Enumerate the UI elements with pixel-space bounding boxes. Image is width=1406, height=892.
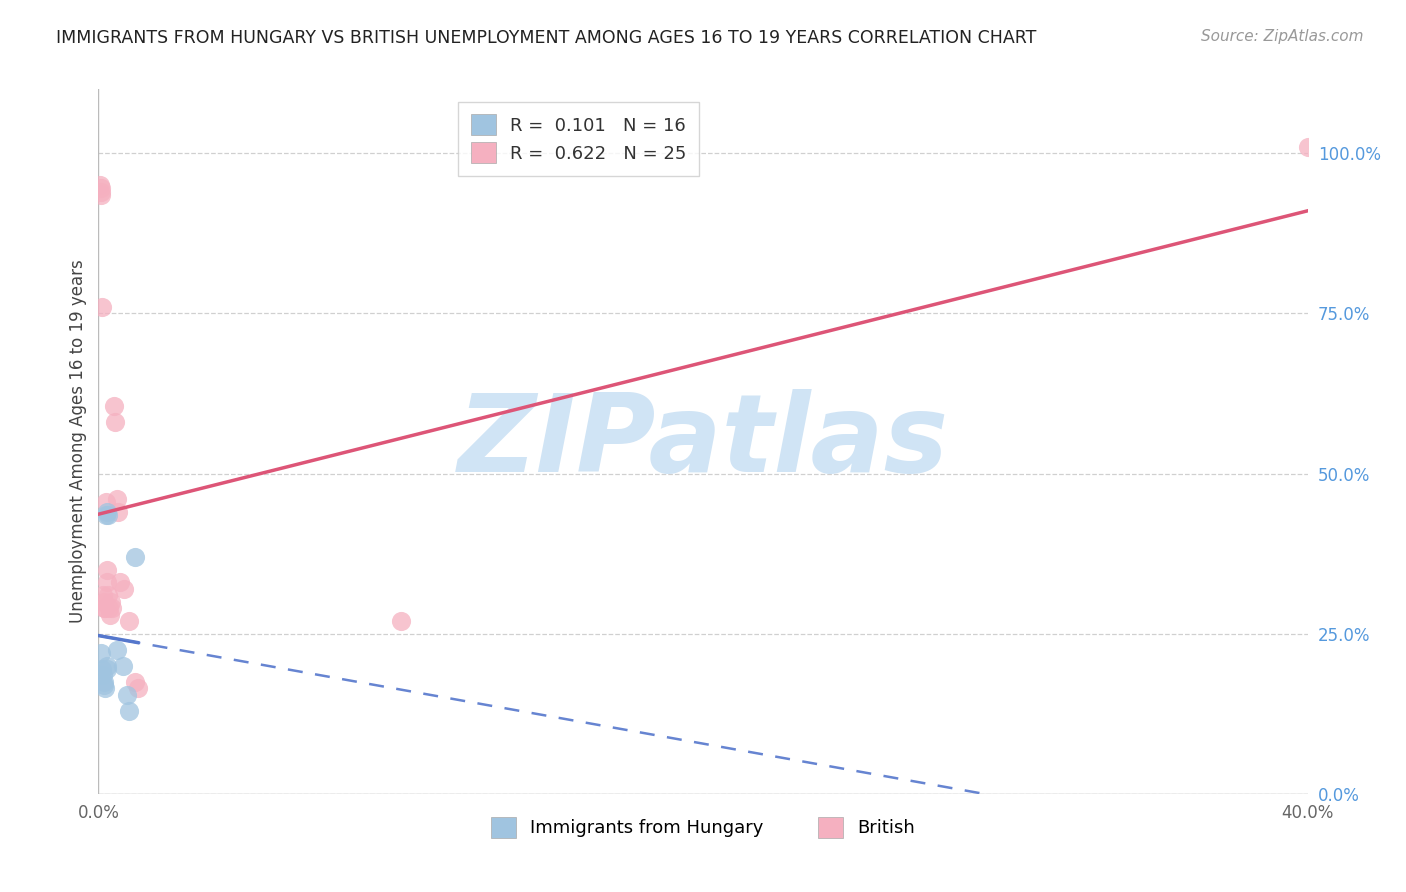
- Point: [111, 658, 134, 673]
- Point: [107, 505, 129, 519]
- Point: [96, 505, 118, 519]
- Point: [94, 601, 117, 615]
- Text: Source: ZipAtlas.com: Source: ZipAtlas.com: [1201, 29, 1364, 45]
- Point: [90, 187, 112, 202]
- Text: ZIPatlas: ZIPatlas: [457, 389, 949, 494]
- Point: [104, 415, 127, 429]
- Point: [127, 681, 149, 696]
- Legend: Immigrants from Hungary, British: Immigrants from Hungary, British: [484, 809, 922, 845]
- Point: [112, 582, 135, 596]
- Point: [115, 688, 138, 702]
- Point: [93, 674, 115, 689]
- Point: [91, 668, 114, 682]
- Point: [94, 508, 117, 523]
- Point: [91, 588, 114, 602]
- Point: [103, 400, 125, 414]
- Point: [97, 508, 120, 523]
- Point: [100, 595, 122, 609]
- Point: [124, 549, 146, 564]
- Point: [93, 678, 115, 692]
- Point: [89, 178, 111, 193]
- Point: [98, 601, 121, 615]
- Point: [90, 185, 112, 199]
- Point: [90, 181, 112, 195]
- Point: [118, 614, 141, 628]
- Point: [389, 614, 412, 628]
- Point: [90, 646, 112, 660]
- Point: [93, 601, 115, 615]
- Point: [94, 681, 117, 696]
- Text: IMMIGRANTS FROM HUNGARY VS BRITISH UNEMPLOYMENT AMONG AGES 16 TO 19 YEARS CORREL: IMMIGRANTS FROM HUNGARY VS BRITISH UNEMP…: [56, 29, 1036, 47]
- Point: [118, 704, 141, 718]
- Point: [91, 662, 114, 676]
- Point: [96, 563, 118, 577]
- Point: [91, 300, 114, 314]
- Point: [124, 674, 146, 689]
- Point: [105, 492, 128, 507]
- Point: [97, 588, 120, 602]
- Point: [96, 658, 118, 673]
- Point: [108, 575, 131, 590]
- Point: [94, 495, 117, 509]
- Y-axis label: Unemployment Among Ages 16 to 19 years: Unemployment Among Ages 16 to 19 years: [69, 260, 87, 624]
- Point: [1296, 140, 1319, 154]
- Point: [105, 642, 128, 657]
- Point: [93, 595, 115, 609]
- Point: [96, 662, 118, 676]
- Point: [96, 575, 118, 590]
- Point: [98, 607, 121, 622]
- Point: [101, 601, 124, 615]
